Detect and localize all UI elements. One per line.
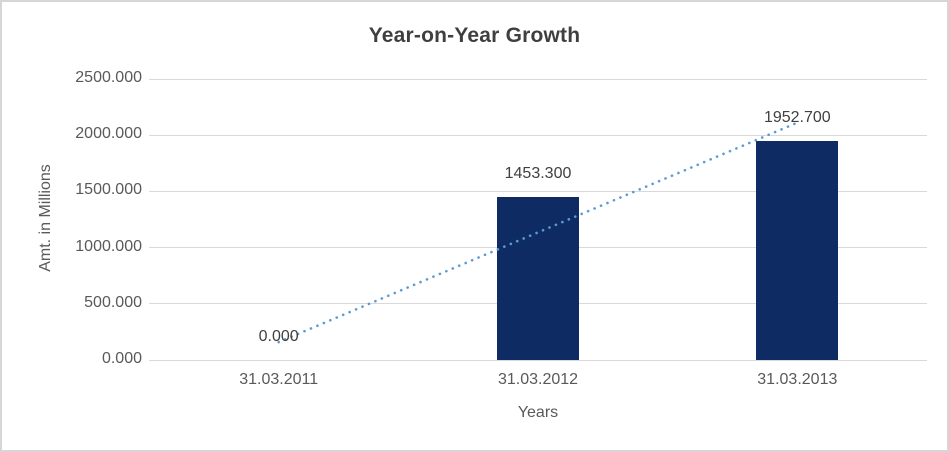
y-axis-tick-label: 0.000 [101,350,142,367]
gridline [149,359,927,361]
gridline [149,78,927,80]
data-label: 1952.700 [763,108,831,126]
y-axis-tick-label: 1000.000 [75,237,142,255]
data-label: 1453.300 [504,164,572,182]
y-axis-tick-label: 2500.000 [75,69,142,86]
bar [497,196,579,360]
chart-title: Year-on-Year Growth [368,24,581,47]
x-axis-tick-label: 31.03.2011 [239,371,319,388]
y-axis-tick-label: 500.000 [84,293,142,311]
gridline [149,134,927,136]
x-axis-tick-label: 31.03.2012 [497,371,579,388]
y-axis-tick-label: 2000.000 [75,125,142,143]
bar [756,140,839,360]
x-axis-title: Years [517,404,559,421]
data-label: 0.000 [258,328,299,345]
y-axis-title: Amt. in Millions [37,164,54,272]
y-axis-tick-label: 1500.000 [75,181,142,199]
x-axis-tick-label: 31.03.2013 [757,371,838,388]
